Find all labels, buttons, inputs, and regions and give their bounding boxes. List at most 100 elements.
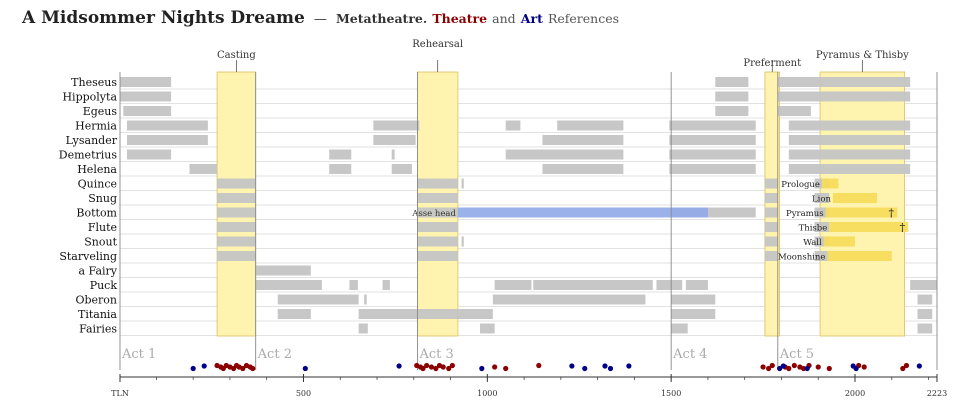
x-tick-label: 2223 [927, 389, 947, 398]
character-label: Bottom [76, 207, 117, 220]
presence-bar [126, 149, 172, 160]
presence-bar [123, 106, 172, 116]
x-tick-label: 1500 [661, 389, 681, 398]
character-label: Theseus [71, 76, 117, 89]
art-reference-dot [569, 363, 575, 369]
play-within-label: Pyramus [786, 209, 824, 219]
presence-bar [715, 77, 749, 87]
theatre-reference-dot [536, 362, 542, 369]
presence-bar [373, 135, 416, 145]
highlight-label: Rehearsal [412, 39, 463, 50]
theatre-reference-dot [826, 365, 832, 372]
character-label: Hippolyta [62, 91, 117, 104]
highlight-label: Pyramus & Thisby [816, 50, 909, 61]
chart-title: A Midsommer Nights Dreame — Metatheatre.… [22, 8, 619, 28]
presence-bar [417, 251, 458, 261]
highlight-band [216, 71, 257, 337]
highlight-label: Casting [217, 50, 256, 61]
highlight-band [819, 71, 906, 337]
presence-bar [917, 309, 933, 319]
presence-bar [777, 106, 811, 116]
theatre-reference-dot [815, 364, 821, 370]
character-label: Demetrius [59, 149, 118, 162]
presence-bar [217, 193, 256, 203]
theatre-reference-dot [440, 364, 446, 370]
play-within-bar [821, 178, 839, 189]
character-label: Helena [77, 163, 117, 176]
play-within-label: Lion [812, 195, 831, 205]
presence-bar [505, 149, 624, 160]
character-label: Egeus [83, 105, 118, 118]
presence-bar [217, 236, 256, 247]
presence-bar [917, 323, 933, 334]
subtitle-prefix: Metatheatre. [335, 11, 428, 26]
art-reference-dot [582, 365, 588, 372]
presence-bar [391, 149, 395, 160]
presence-bar [542, 164, 624, 174]
presence-bar [715, 91, 749, 102]
character-label: Quince [78, 178, 117, 191]
presence-bar [764, 178, 778, 189]
presence-bar [391, 164, 412, 174]
presence-bar [358, 323, 368, 334]
presence-bar [533, 280, 653, 290]
character-label: Flute [88, 221, 117, 234]
play-within-label: Moonshine [778, 253, 825, 263]
theatre-reference-dot [861, 364, 867, 370]
presence-bar [671, 309, 716, 319]
presence-bar [120, 91, 172, 102]
art-reference-dot [607, 365, 614, 372]
presence-bar [217, 251, 256, 261]
presence-bar [917, 294, 933, 305]
theatre-reference-dot [903, 362, 910, 369]
art-reference-dot [804, 365, 810, 372]
presence-bar [277, 309, 311, 319]
play-within-label: Thisbe [799, 224, 828, 234]
play-within-bar [823, 236, 856, 247]
presence-bar [217, 207, 256, 218]
play-within-bar [832, 193, 878, 203]
presence-bar [217, 222, 256, 232]
presence-bar [814, 251, 830, 261]
play-within-bar [825, 207, 898, 218]
presence-bar [788, 135, 911, 145]
theatre-reference-dot [760, 364, 766, 370]
presence-bar [669, 120, 756, 131]
art-reference-dot [916, 363, 922, 369]
art-reference-dot [602, 363, 608, 369]
subtitle-and: and [492, 11, 516, 26]
subtitle-references: References [547, 11, 620, 26]
presence-bar [788, 120, 911, 131]
presence-bar [669, 135, 756, 145]
theatre-reference-dot [449, 362, 455, 369]
play-within-label: Wall [803, 238, 822, 248]
presence-bar [417, 178, 458, 189]
highlight-label: Preferment [743, 58, 801, 69]
x-tick-label: 1000 [477, 389, 497, 398]
character-label: Fairies [79, 323, 117, 336]
presence-bar [764, 222, 778, 232]
presence-bar [373, 120, 420, 131]
presence-bar [329, 149, 352, 160]
highlight-band [417, 71, 459, 337]
play-within-label: Prologue [781, 180, 820, 190]
theatre-reference-dot [791, 362, 797, 369]
theatre-reference-dot [250, 365, 256, 372]
presence-bar [358, 309, 493, 319]
theatre-reference-dot [492, 364, 498, 370]
art-reference-dot [777, 365, 783, 372]
presence-bar [542, 135, 624, 145]
character-label: Hermia [75, 120, 117, 133]
theatre-legend: Theatre [432, 11, 488, 26]
presence-bar [764, 236, 778, 247]
presence-bar [814, 222, 830, 232]
presence-bar [255, 280, 322, 290]
presence-bar [417, 222, 458, 232]
presence-bar [656, 280, 683, 290]
character-label: Puck [90, 279, 118, 292]
x-axis-label: TLN [111, 389, 129, 398]
act-label: Act 5 [779, 347, 814, 362]
presence-bar [479, 323, 495, 334]
title-dash: — [313, 12, 327, 27]
